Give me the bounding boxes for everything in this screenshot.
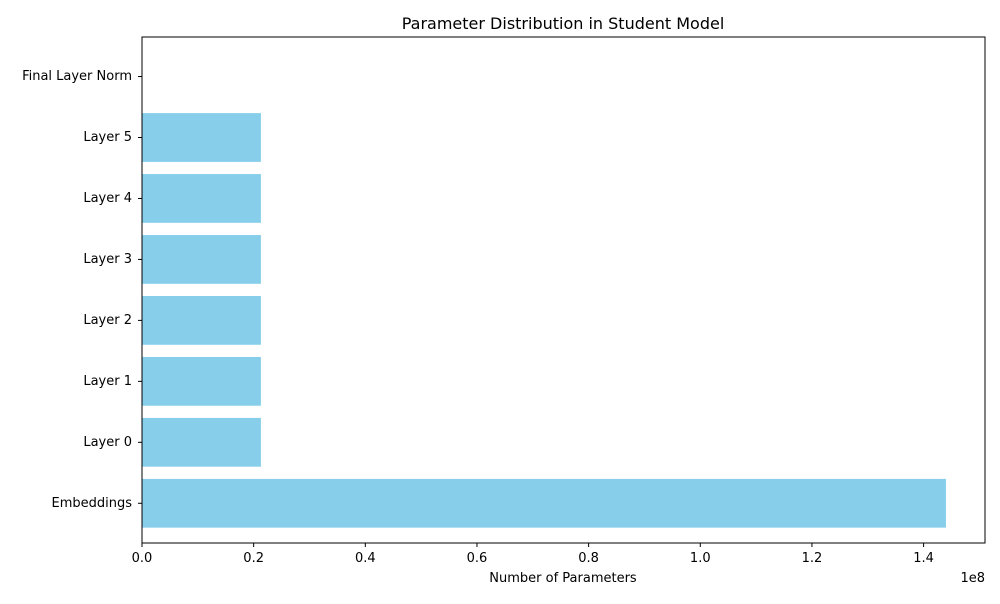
y-tick-label-embeddings: Embeddings [51, 496, 132, 511]
plot-frame [142, 37, 985, 543]
x-tick-label: 0.0 [132, 551, 153, 566]
x-tick-label: 1.4 [913, 551, 934, 566]
y-tick-label-layer-2: Layer 2 [83, 313, 132, 328]
y-tick-label-final-layer-norm: Final Layer Norm [22, 69, 132, 84]
bar-layer-5 [142, 113, 261, 162]
bar-layer-3 [142, 235, 261, 284]
x-tick-label: 1.2 [802, 551, 823, 566]
bar-layer-2 [142, 296, 261, 345]
x-axis-ticks: 0.0 0.2 0.4 0.6 0.8 1.0 1.2 1.4 [132, 543, 934, 566]
x-tick-label: 0.4 [355, 551, 376, 566]
y-tick-label-layer-4: Layer 4 [83, 191, 132, 206]
x-axis-label: Number of Parameters [489, 571, 637, 586]
bar-layer-4 [142, 174, 261, 223]
y-tick-label-layer-1: Layer 1 [83, 374, 132, 389]
x-axis-offset-label: 1e8 [960, 571, 985, 586]
bar-embeddings [142, 479, 946, 528]
y-axis-ticks: Embeddings Layer 0 Layer 1 Layer 2 Layer 3 La… [22, 69, 142, 511]
y-tick-label-layer-0: Layer 0 [83, 435, 132, 450]
x-tick-label: 0.2 [243, 551, 264, 566]
chart-title: Parameter Distribution in Student Model [402, 14, 725, 33]
x-tick-label: 0.6 [467, 551, 488, 566]
bar-layer-1 [142, 357, 261, 406]
x-tick-label: 1.0 [690, 551, 711, 566]
x-tick-label: 0.8 [578, 551, 599, 566]
y-tick-label-layer-5: Layer 5 [83, 130, 132, 145]
bar-layer-0 [142, 418, 261, 467]
bars-layer [142, 52, 946, 528]
y-tick-label-layer-3: Layer 3 [83, 252, 132, 267]
